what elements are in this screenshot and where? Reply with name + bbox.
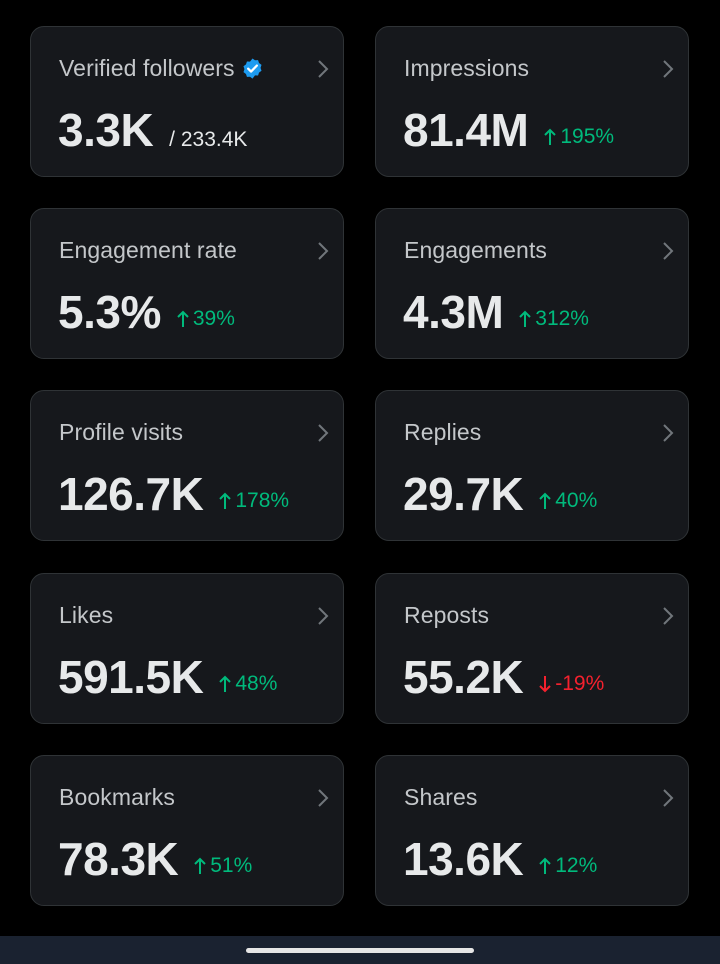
- chevron-right-icon: [318, 789, 329, 807]
- reposts-delta: -19%: [539, 672, 604, 696]
- arrow-down-icon: [539, 676, 551, 693]
- value-row: 78.3K 51%: [58, 832, 252, 886]
- chevron-right-icon: [318, 424, 329, 442]
- reposts-delta-value: -19%: [555, 672, 605, 695]
- value-row: 591.5K 48%: [58, 650, 277, 704]
- card-shares[interactable]: Shares 13.6K 12%: [375, 755, 689, 906]
- replies-delta-value: 40%: [555, 489, 598, 512]
- card-bookmarks[interactable]: Bookmarks 78.3K 51%: [30, 755, 344, 906]
- impressions-delta: 195%: [544, 125, 614, 149]
- chevron-right-icon: [663, 789, 674, 807]
- verified-followers-total: / 233.4K: [169, 128, 248, 151]
- system-navigation-bar: [0, 936, 720, 964]
- engagement-rate-delta-value: 39%: [192, 307, 235, 330]
- likes-delta-value: 48%: [235, 672, 278, 695]
- card-engagements[interactable]: Engagements 4.3M 312%: [375, 208, 689, 359]
- chevron-right-icon: [663, 242, 674, 260]
- chevron-right-icon: [663, 424, 674, 442]
- value-row: 81.4M 195%: [403, 103, 614, 157]
- home-indicator[interactable]: [246, 948, 474, 953]
- shares-delta: 12%: [539, 854, 597, 878]
- chevron-right-icon: [318, 242, 329, 260]
- chevron-right-icon: [318, 60, 329, 78]
- profile-visits-delta-value: 178%: [235, 489, 290, 512]
- shares-label: Shares: [404, 784, 478, 810]
- arrow-up-icon: [177, 310, 189, 327]
- shares-value: 13.6K: [403, 833, 524, 885]
- engagement-rate-label: Engagement rate: [59, 237, 237, 263]
- engagements-value: 4.3M: [403, 286, 504, 338]
- arrow-up-icon: [539, 492, 551, 509]
- replies-value: 29.7K: [403, 468, 524, 520]
- bookmarks-label: Bookmarks: [59, 784, 175, 810]
- card-impressions[interactable]: Impressions 81.4M 195%: [375, 26, 689, 177]
- likes-label: Likes: [59, 602, 114, 628]
- reposts-value: 55.2K: [403, 651, 524, 703]
- arrow-up-icon: [219, 675, 232, 692]
- verified-followers-value: 3.3K: [58, 104, 154, 156]
- value-row: 55.2K -19%: [403, 650, 604, 704]
- value-row: 29.7K 40%: [403, 467, 597, 521]
- chevron-right-icon: [318, 607, 329, 625]
- card-profile-visits[interactable]: Profile visits 126.7K 178%: [30, 390, 344, 541]
- verified-badge-icon: [243, 58, 262, 79]
- arrow-up-icon: [194, 857, 206, 874]
- engagement-rate-value: 5.3%: [58, 286, 161, 338]
- impressions-label: Impressions: [404, 55, 530, 81]
- engagements-delta: 312%: [519, 307, 589, 331]
- value-row: 126.7K 178%: [58, 467, 289, 521]
- card-verified-followers[interactable]: Verified followers 3.3K / 233.4K: [30, 26, 344, 177]
- arrow-up-icon: [219, 492, 232, 509]
- reposts-label: Reposts: [404, 602, 490, 628]
- card-label: Verified followers: [59, 55, 264, 82]
- value-row: 13.6K 12%: [403, 832, 597, 886]
- engagement-rate-delta: 39%: [177, 307, 235, 331]
- chevron-right-icon: [663, 607, 674, 625]
- profile-visits-label: Profile visits: [59, 419, 184, 445]
- card-reposts[interactable]: Reposts 55.2K -19%: [375, 573, 689, 724]
- profile-visits-delta: 178%: [219, 489, 289, 513]
- value-row: 4.3M 312%: [403, 285, 589, 339]
- value-row: 5.3% 39%: [58, 285, 235, 339]
- impressions-delta-value: 195%: [560, 125, 615, 148]
- engagements-label: Engagements: [404, 237, 548, 263]
- value-row: 3.3K / 233.4K: [58, 103, 247, 157]
- bookmarks-value: 78.3K: [58, 833, 179, 885]
- bookmarks-delta: 51%: [194, 854, 252, 878]
- verified-followers-label: Verified followers: [59, 55, 235, 81]
- bookmarks-delta-value: 51%: [210, 854, 253, 877]
- arrow-up-icon: [544, 128, 557, 145]
- engagements-delta-value: 312%: [535, 307, 589, 330]
- impressions-value: 81.4M: [403, 104, 529, 156]
- shares-delta-value: 12%: [555, 854, 598, 877]
- card-replies[interactable]: Replies 29.7K 40%: [375, 390, 689, 541]
- arrow-up-icon: [539, 857, 551, 874]
- likes-delta: 48%: [219, 672, 277, 696]
- arrow-up-icon: [519, 310, 531, 327]
- profile-visits-value: 126.7K: [58, 468, 204, 520]
- chevron-right-icon: [663, 60, 674, 78]
- card-engagement-rate[interactable]: Engagement rate 5.3% 39%: [30, 208, 344, 359]
- card-likes[interactable]: Likes 591.5K 48%: [30, 573, 344, 724]
- replies-delta: 40%: [539, 489, 597, 513]
- replies-label: Replies: [404, 419, 482, 445]
- likes-value: 591.5K: [58, 651, 204, 703]
